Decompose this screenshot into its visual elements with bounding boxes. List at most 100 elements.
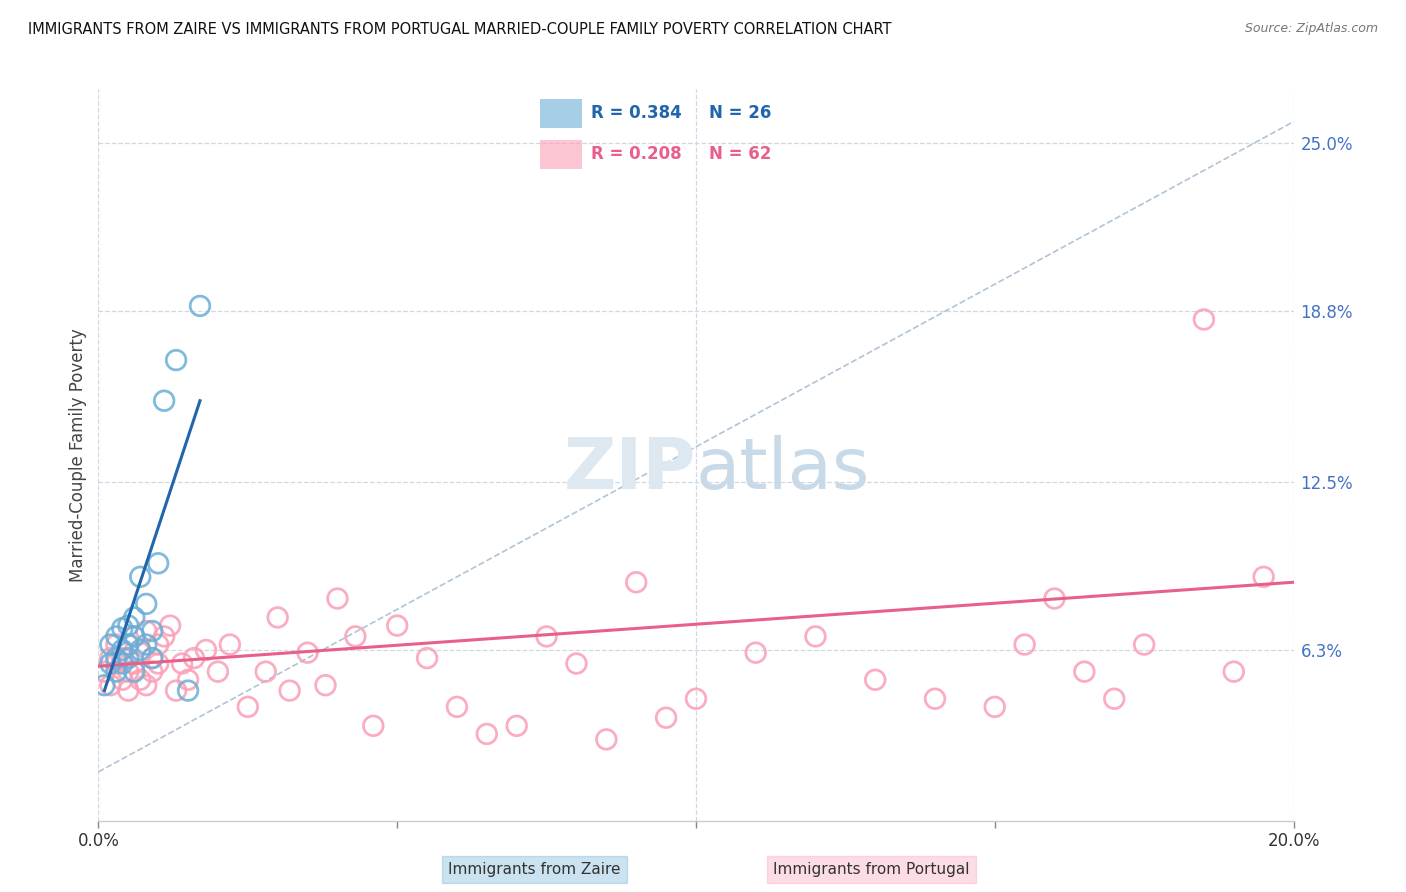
Point xyxy=(100,678,122,692)
FancyBboxPatch shape xyxy=(540,99,582,128)
Text: N = 26: N = 26 xyxy=(709,104,770,122)
Point xyxy=(1104,691,1126,706)
Point xyxy=(536,629,558,643)
Point xyxy=(129,643,152,657)
Point xyxy=(105,657,128,671)
Point xyxy=(385,618,409,632)
Point xyxy=(135,638,157,652)
Point xyxy=(135,624,157,638)
Point xyxy=(153,629,176,643)
Point xyxy=(135,678,157,692)
Point xyxy=(105,651,128,665)
Point xyxy=(148,556,170,570)
Point xyxy=(236,699,259,714)
Point xyxy=(1133,638,1156,652)
Point xyxy=(148,638,170,652)
Point xyxy=(111,673,134,687)
Point xyxy=(100,638,122,652)
Point xyxy=(117,651,139,665)
Point xyxy=(129,570,152,584)
Point xyxy=(278,683,301,698)
Point xyxy=(129,673,152,687)
Point xyxy=(1043,591,1066,606)
Text: Source: ZipAtlas.com: Source: ZipAtlas.com xyxy=(1244,22,1378,36)
Point xyxy=(105,638,128,652)
Point xyxy=(655,711,678,725)
Point xyxy=(124,610,146,624)
Point xyxy=(924,691,946,706)
Point xyxy=(267,610,290,624)
Point xyxy=(105,665,128,679)
Point xyxy=(363,719,385,733)
Point xyxy=(111,643,134,657)
Point xyxy=(565,657,588,671)
Point xyxy=(416,651,439,665)
FancyBboxPatch shape xyxy=(540,140,582,169)
Point xyxy=(148,657,170,671)
Point xyxy=(124,629,146,643)
Point xyxy=(195,643,218,657)
Point xyxy=(93,678,115,692)
Point xyxy=(984,699,1007,714)
Point xyxy=(165,353,187,368)
Point xyxy=(297,646,319,660)
Point xyxy=(326,591,349,606)
Point xyxy=(93,665,115,679)
Point xyxy=(141,624,163,638)
Point xyxy=(124,629,146,643)
Point xyxy=(315,678,337,692)
Point xyxy=(111,657,134,671)
Point xyxy=(177,683,200,698)
Text: N = 62: N = 62 xyxy=(709,145,770,163)
Point xyxy=(595,732,617,747)
Point xyxy=(111,621,134,635)
Point xyxy=(207,665,229,679)
Point xyxy=(183,651,205,665)
Point xyxy=(177,673,200,687)
Text: Immigrants from Portugal: Immigrants from Portugal xyxy=(773,863,970,877)
Point xyxy=(159,618,181,632)
Point xyxy=(117,638,139,652)
Point xyxy=(254,665,277,679)
Point xyxy=(475,727,498,741)
Point xyxy=(745,646,768,660)
Point xyxy=(804,629,827,643)
Point xyxy=(219,638,242,652)
Point xyxy=(141,651,163,665)
Point xyxy=(446,699,468,714)
Point xyxy=(1223,665,1246,679)
Point xyxy=(1192,312,1215,326)
Point xyxy=(626,575,648,590)
Point xyxy=(124,665,146,679)
Point xyxy=(153,393,176,408)
Point xyxy=(117,618,139,632)
Point xyxy=(111,651,134,665)
Point xyxy=(135,597,157,611)
Point xyxy=(117,665,139,679)
Point xyxy=(1014,638,1036,652)
Point xyxy=(685,691,707,706)
Point xyxy=(100,651,122,665)
Text: IMMIGRANTS FROM ZAIRE VS IMMIGRANTS FROM PORTUGAL MARRIED-COUPLE FAMILY POVERTY : IMMIGRANTS FROM ZAIRE VS IMMIGRANTS FROM… xyxy=(28,22,891,37)
Text: Immigrants from Zaire: Immigrants from Zaire xyxy=(449,863,620,877)
Point xyxy=(165,683,187,698)
Text: R = 0.208: R = 0.208 xyxy=(591,145,681,163)
Point xyxy=(129,646,152,660)
Point xyxy=(105,629,128,643)
Point xyxy=(124,657,146,671)
Point xyxy=(141,651,163,665)
Point xyxy=(865,673,887,687)
Point xyxy=(172,657,194,671)
Point xyxy=(117,683,139,698)
Text: atlas: atlas xyxy=(696,435,870,504)
Point xyxy=(141,665,163,679)
Text: R = 0.384: R = 0.384 xyxy=(591,104,682,122)
Text: ZIP: ZIP xyxy=(564,435,696,504)
Point xyxy=(344,629,367,643)
Point xyxy=(117,638,139,652)
Point xyxy=(188,299,211,313)
Y-axis label: Married-Couple Family Poverty: Married-Couple Family Poverty xyxy=(69,328,87,582)
Point xyxy=(1073,665,1095,679)
Point xyxy=(1253,570,1275,584)
Point xyxy=(506,719,529,733)
